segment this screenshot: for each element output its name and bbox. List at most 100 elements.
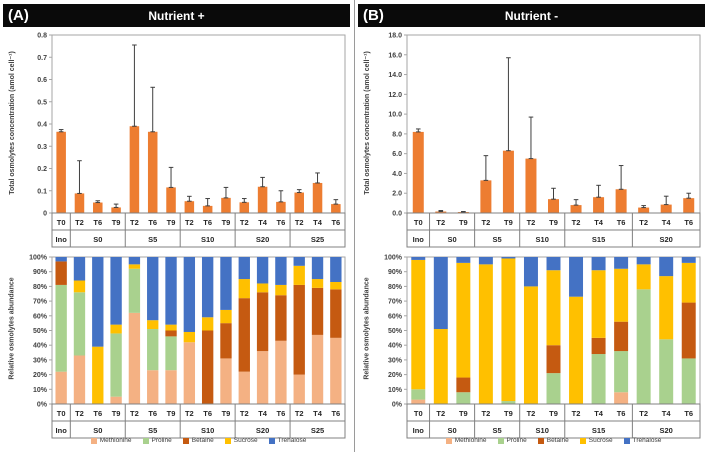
stack-segment-sucrose [659, 276, 674, 340]
bar [111, 207, 121, 213]
legend-swatch [142, 437, 149, 444]
legend-label: Methionine [454, 437, 487, 444]
stack-segment-methionine [411, 399, 426, 404]
time-label: T2 [527, 409, 536, 418]
y-tick-label: 90% [388, 269, 403, 276]
stack-segment-sucrose [591, 270, 606, 338]
stack-segment-trehalose [256, 257, 269, 284]
stack-segment-betaine [220, 323, 232, 359]
stack-segment-sucrose [569, 296, 584, 404]
legend-item-betaine: Betaine [182, 437, 214, 444]
group-label: Ino [413, 426, 425, 435]
legend-swatch [623, 437, 630, 444]
stack-segment-trehalose [147, 257, 159, 321]
stack-segment-trehalose [569, 257, 584, 297]
stack-segment-trehalose [478, 257, 493, 265]
time-label: T2 [295, 218, 304, 227]
time-label: T2 [185, 409, 194, 418]
time-label: T2 [75, 218, 84, 227]
stack-segment-proline [636, 289, 651, 404]
stack-segment-trehalose [523, 257, 538, 287]
legend-b: Methionine Proline Betaine Sucrose Trehalose [407, 437, 700, 444]
legend-item-sucrose: Sucrose [224, 437, 258, 444]
legend-swatch [90, 437, 97, 444]
legend-item-trehalose: Trehalose [623, 437, 661, 444]
time-label: T9 [549, 409, 558, 418]
time-label: T9 [504, 409, 513, 418]
group-label: S20 [660, 235, 673, 244]
stack-segment-sucrose [614, 268, 629, 322]
time-label: T2 [639, 409, 648, 418]
stack-segment-betaine [546, 345, 561, 374]
stack-segment-trehalose [183, 257, 196, 332]
y-tick-label: 40% [388, 343, 403, 350]
bar [593, 197, 605, 213]
y-tick-label: 100% [29, 255, 48, 262]
time-label: T6 [203, 218, 212, 227]
time-label: T4 [313, 218, 323, 227]
stack-segment-methionine [183, 342, 196, 404]
time-label: T6 [331, 218, 340, 227]
stack-segment-methionine [55, 371, 67, 404]
stack-segment-proline [147, 329, 159, 371]
stack-segment-trehalose [293, 257, 305, 266]
time-label: T6 [684, 409, 693, 418]
legend-label: Proline [151, 437, 172, 444]
stack-segment-sucrose [165, 324, 177, 331]
y-tick-label: 40% [33, 343, 48, 350]
time-label: T6 [277, 218, 286, 227]
y-tick-label: 0.4 [37, 122, 47, 129]
stack-segment-proline [681, 358, 696, 404]
stack-segment-sucrose [293, 265, 305, 285]
legend-a: Methionine Proline Betaine Sucrose Trehalose [52, 437, 345, 444]
stack-segment-trehalose [546, 257, 561, 271]
bar [615, 189, 627, 213]
y-tick-label: 0.3 [37, 144, 47, 151]
time-label: T6 [617, 218, 626, 227]
legend-item-trehalose: Trehalose [268, 437, 306, 444]
stack-segment-betaine [55, 261, 67, 285]
bar [93, 202, 103, 213]
y-tick-label: 60% [388, 313, 403, 320]
legend-label: Methionine [99, 437, 132, 444]
bar-chart-nutrient-plus-concentration: 0 0.1 0.2 0.3 0.4 0.5 0.6 0.7 0.8 Ino T0 S0 T2 T6 T9 S5… [37, 33, 346, 248]
stack-segment-proline [73, 292, 86, 356]
legend-swatch [445, 437, 452, 444]
bar [638, 207, 650, 213]
stack-segment-sucrose [73, 280, 86, 293]
stack-segment-proline [165, 336, 177, 371]
time-label: T9 [167, 409, 176, 418]
stack-segment-proline [659, 339, 674, 404]
stack-segment-proline [501, 401, 516, 404]
y-tick-label: 30% [33, 357, 48, 364]
group-label: S10 [201, 426, 214, 435]
stack-segment-sucrose [256, 283, 269, 293]
panel-b-title: Nutrient - [504, 8, 559, 23]
stack-segment-sucrose [681, 262, 696, 303]
time-label: T0 [414, 409, 423, 418]
stack-segment-sucrose [92, 346, 104, 404]
panel-divider [354, 0, 355, 452]
bar [570, 205, 582, 213]
y-tick-label: 0.5 [37, 99, 47, 106]
stack-segment-betaine [165, 330, 177, 337]
legend-item-betaine: Betaine [537, 437, 569, 444]
time-label: T9 [549, 218, 558, 227]
stack-segment-trehalose [636, 257, 651, 265]
panel-b-header: (B) Nutrient - [358, 4, 705, 27]
y-tick-label: 80% [388, 284, 403, 291]
time-label: T6 [617, 409, 626, 418]
stack-segment-proline [110, 333, 122, 397]
y-tick-label: 0% [37, 402, 48, 409]
time-label: T9 [112, 218, 121, 227]
stack-segment-sucrose [311, 279, 324, 288]
stack-segment-trehalose [659, 257, 674, 277]
stack-segment-betaine [293, 284, 305, 375]
time-label: T0 [414, 218, 423, 227]
bar [166, 187, 176, 213]
time-label: T2 [639, 218, 648, 227]
group-label: S5 [148, 235, 157, 244]
stack-segment-proline [591, 354, 606, 404]
stack-segment-betaine [256, 292, 269, 352]
